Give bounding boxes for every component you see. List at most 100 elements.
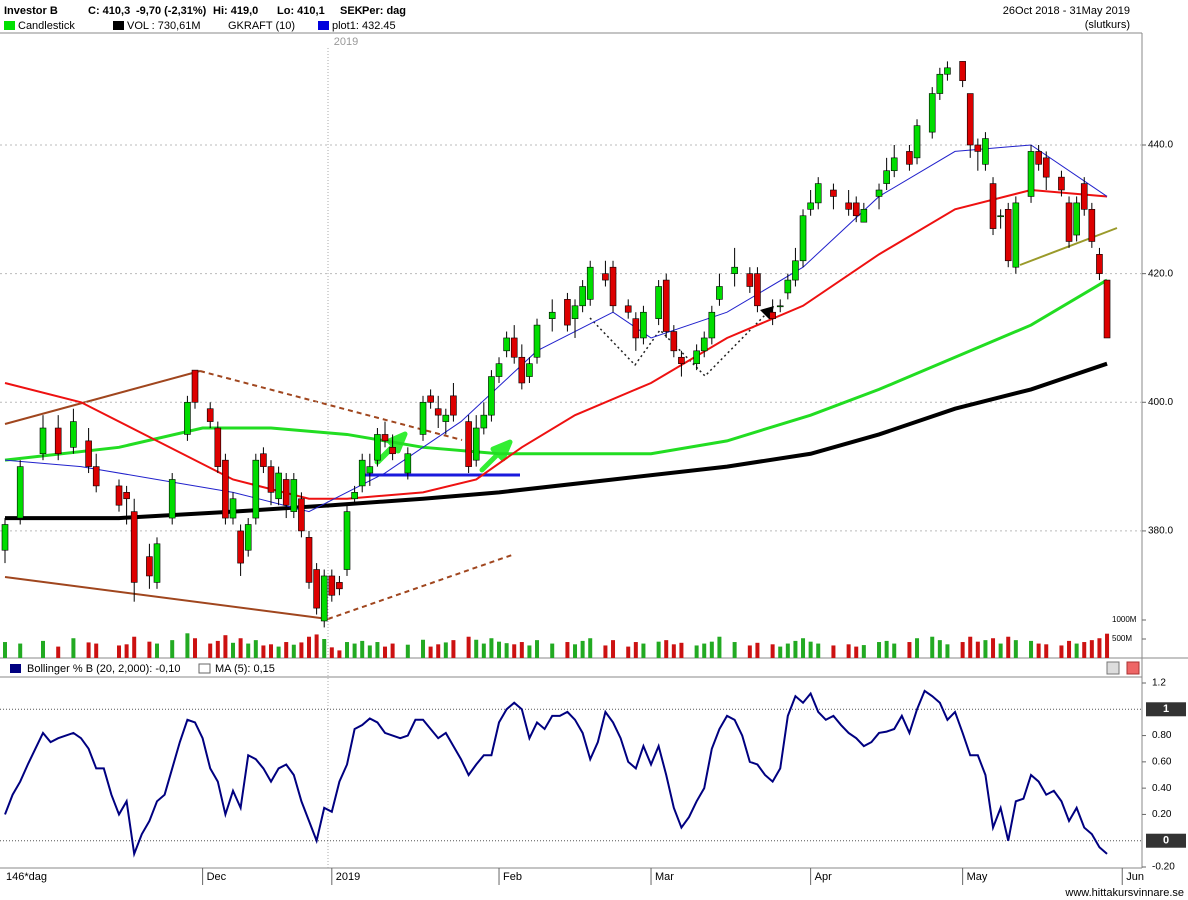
volume-bar [915, 638, 920, 658]
candle-body [389, 447, 396, 455]
candle-body [1080, 183, 1088, 210]
volume-bar [299, 642, 304, 658]
candle-body [206, 408, 214, 422]
price-basis: (slutkurs) [1085, 19, 1130, 31]
volume-bar [831, 645, 836, 658]
y-tick-label: 1.2 [1152, 678, 1166, 689]
candle-body [1096, 254, 1103, 274]
volume-bar [801, 638, 806, 658]
x-tick-label: Feb [503, 871, 522, 883]
volume-bar [580, 640, 585, 658]
candle-body [343, 511, 351, 570]
candle-body [252, 459, 260, 519]
candle-body [883, 170, 890, 184]
volume-bar [215, 640, 220, 658]
volume-bar [367, 645, 372, 658]
y-tick-label: 440.0 [1148, 140, 1173, 151]
volume-bar [1067, 640, 1072, 658]
volume-bar [284, 642, 289, 658]
candle-body [982, 138, 989, 165]
candle-body [769, 311, 776, 319]
legend-label: GKRAFT (10) [228, 20, 295, 32]
candle-body [807, 202, 814, 210]
y-tick-label: 420.0 [1148, 268, 1173, 279]
volume-bar [18, 643, 23, 658]
candle-body [1073, 202, 1080, 236]
volume-bar [717, 636, 722, 658]
volume-bar [1097, 638, 1102, 658]
trend-line [327, 554, 513, 620]
volume-bar [193, 638, 198, 658]
volume-bar [132, 636, 137, 658]
volume-bar [626, 646, 631, 658]
candle-body [1088, 209, 1096, 242]
change-text: -9,70 (-2,31%) [136, 5, 207, 17]
candle-body [731, 266, 738, 274]
tick-badge [1146, 833, 1186, 848]
candle-body [267, 466, 275, 493]
volume-bar [322, 639, 327, 658]
candle-body [518, 356, 526, 384]
candle-body [974, 144, 982, 152]
volume-bar [709, 641, 714, 658]
candle-body [860, 209, 868, 223]
candle-body [465, 421, 472, 467]
volume-bar [656, 641, 661, 658]
candle-body [814, 183, 822, 204]
close-icon[interactable] [1126, 661, 1140, 675]
candle-body [495, 363, 503, 377]
y-tick-label: 0.40 [1152, 783, 1172, 794]
candle-body [792, 260, 799, 281]
volume-bar [383, 646, 388, 658]
candle-body [1042, 157, 1050, 178]
candle-body [693, 350, 700, 364]
candle-body [450, 395, 457, 416]
x-tick-label: Mar [655, 871, 674, 883]
candle-body [123, 492, 130, 500]
candle-body [434, 408, 442, 416]
candle-body [1027, 151, 1035, 197]
candle-body [153, 543, 161, 583]
tick-badge [1146, 702, 1186, 717]
candle-body [632, 318, 640, 339]
candle-body [305, 537, 313, 583]
candle-body [146, 556, 153, 577]
volume-bar [785, 643, 790, 658]
y-tick-label: 0 [1163, 835, 1169, 847]
volume-bar [170, 640, 175, 658]
volume-bar [261, 645, 266, 658]
volume-tick-label: 1000M [1112, 615, 1137, 624]
volume-bar [991, 638, 996, 658]
candle-body [419, 401, 427, 435]
x-tick-label: Dec [207, 871, 227, 883]
volume-bar [56, 646, 61, 658]
candle-body [852, 202, 860, 217]
candle-body [1058, 176, 1065, 191]
volume-bar [611, 640, 616, 658]
volume-bar [360, 640, 365, 658]
indicator-line [4, 689, 1108, 858]
tool-icon[interactable] [1106, 661, 1120, 675]
candle-body [700, 337, 708, 352]
volume-bar [345, 642, 350, 658]
candle-body [39, 427, 47, 455]
volume-bar [512, 644, 517, 658]
volume-bar [307, 636, 312, 658]
volume-bar [352, 643, 357, 658]
volume-bar [770, 644, 775, 658]
trend-line [4, 576, 329, 620]
volume-bar [641, 643, 646, 658]
indicator-line [4, 278, 1108, 462]
period-count: 146*dag [6, 871, 47, 883]
legend-swatch [10, 664, 21, 673]
candle-body [480, 414, 488, 429]
candle-body [1004, 209, 1012, 262]
volume-bar [436, 644, 441, 658]
trend-line [1019, 227, 1118, 266]
volume-bar [694, 645, 699, 658]
candle-body [191, 369, 199, 403]
volume-bar [117, 645, 122, 658]
trend-line [199, 370, 463, 441]
